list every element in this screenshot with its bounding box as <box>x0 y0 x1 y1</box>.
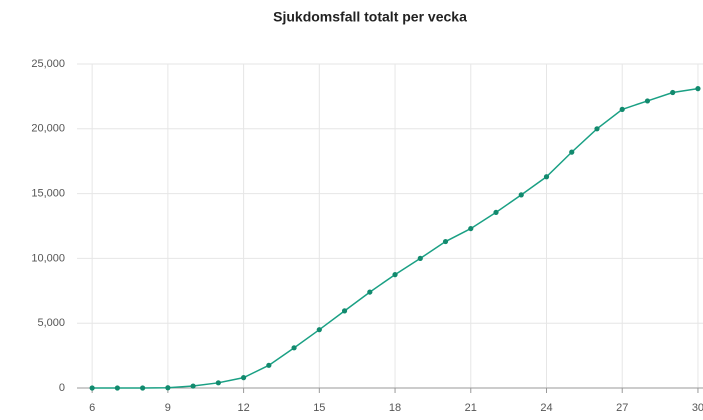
data-point <box>543 174 550 180</box>
data-point <box>215 380 221 386</box>
x-tick-label: 21 <box>465 402 477 414</box>
data-point <box>670 89 676 96</box>
data-point <box>140 385 146 391</box>
x-tick-label: 24 <box>540 402 552 414</box>
data-point <box>316 327 322 333</box>
data-point <box>493 209 499 215</box>
data-point <box>190 383 196 389</box>
y-tick-label: 0 <box>59 382 65 394</box>
data-point <box>594 126 600 132</box>
data-point <box>341 308 348 314</box>
data-point <box>442 238 449 245</box>
x-tick-label: 6 <box>89 402 95 414</box>
data-point <box>468 225 474 232</box>
x-tick-label: 9 <box>165 402 171 414</box>
x-tick-label: 30 <box>692 402 703 414</box>
y-tick-label: 5,000 <box>37 317 65 329</box>
x-tick-label: 18 <box>389 402 401 414</box>
y-tick-label: 10,000 <box>31 252 65 264</box>
data-point <box>367 289 373 295</box>
data-point <box>569 149 575 155</box>
y-tick-label: 15,000 <box>31 188 65 200</box>
data-point <box>518 192 524 198</box>
x-tick-label: 12 <box>237 402 249 414</box>
data-point <box>291 345 297 351</box>
data-point <box>392 272 398 278</box>
data-point <box>266 362 272 368</box>
data-point <box>165 385 171 391</box>
data-point <box>695 86 701 92</box>
x-tick-label: 15 <box>313 402 325 414</box>
chart-title: Sjukdomsfall totalt per vecka <box>273 9 467 25</box>
x-tick-label: 27 <box>616 402 628 414</box>
data-point <box>240 375 247 381</box>
data-point <box>89 385 95 391</box>
data-point <box>114 385 120 391</box>
y-tick-label: 25,000 <box>31 58 65 70</box>
data-point <box>619 106 625 112</box>
y-tick-label: 20,000 <box>31 123 65 135</box>
data-point <box>417 255 423 261</box>
data-point <box>644 98 651 104</box>
